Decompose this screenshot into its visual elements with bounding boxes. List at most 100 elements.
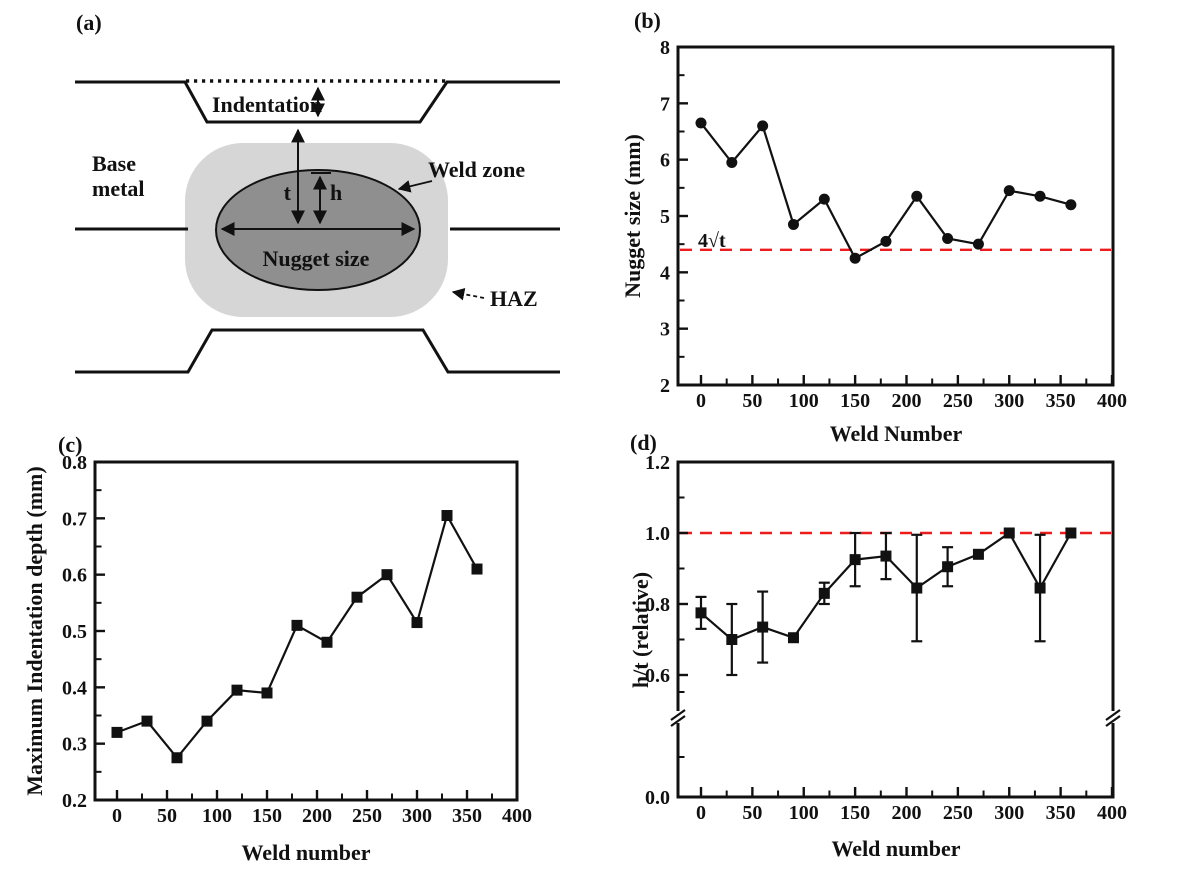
x-tick-label: 150: [840, 390, 870, 412]
data-point: [942, 233, 954, 245]
data-point: [695, 117, 707, 129]
y-tick-label: 1.0: [645, 523, 670, 545]
plot-frame: [676, 460, 1115, 799]
data-point: [695, 607, 707, 619]
data-point: [1065, 527, 1077, 539]
chart-panel-c-indentation-depth: 0 50 100 150 200 250 300 350 400 0.2 0.3 0.4 0.5 0.6 0…: [22, 432, 532, 865]
y-tick-label: 2: [660, 375, 670, 397]
x-tick-label: 200: [892, 802, 922, 824]
y-tick-label: 0.7: [62, 508, 87, 530]
data-point: [911, 582, 923, 594]
data-point: [321, 636, 333, 648]
plot-frame: [93, 460, 519, 802]
indentation-label: Indentation: [212, 92, 322, 117]
y-tick-label: 0.6: [62, 565, 87, 587]
penetration-h-label: h: [330, 180, 342, 205]
y-axis-title: Nugget size (mm): [620, 134, 645, 298]
x-tick-label: 50: [157, 805, 177, 827]
data-point: [880, 550, 892, 562]
data-point: [411, 617, 423, 629]
x-tick-label: 100: [789, 802, 819, 824]
data-point: [726, 156, 738, 168]
axis-break-gap: [675, 711, 681, 723]
bottom-sheet-outline: [75, 328, 560, 374]
data-point: [471, 563, 483, 575]
y-tick-label: 0.0: [645, 787, 670, 809]
data-point: [757, 120, 769, 132]
axis-break-gap: [1110, 711, 1116, 723]
y-tick-label: 3: [660, 319, 670, 341]
reference-line-label: 4√t: [698, 230, 726, 252]
panel-tag: (c): [58, 432, 82, 457]
base-metal-label-line1: Base: [92, 151, 136, 176]
y-tick-label: 4: [660, 262, 670, 284]
y-axis-title: Maximum Indentation depth (mm): [22, 466, 47, 795]
axis-break-mark: [670, 715, 686, 727]
haz-label: HAZ: [490, 286, 538, 311]
x-tick-label: 250: [352, 805, 382, 827]
panel-tag: (b): [634, 8, 661, 33]
x-axis-title: Weld number: [242, 840, 371, 865]
data-point: [787, 632, 799, 644]
y-axis-title: h/t (relative): [628, 572, 653, 688]
data-point: [351, 591, 363, 603]
y-tick-label: 0.2: [62, 790, 87, 812]
data-point: [441, 510, 453, 522]
x-tick-label: 150: [252, 805, 282, 827]
chart-panel-b-nugget-size: 4√t 0 50 100 150 200 250 300 350 400 2 3 4 5 6 7 8 Weld N…: [620, 8, 1127, 446]
x-tick-label: 400: [1097, 802, 1127, 824]
y-tick-label: 0.8: [645, 594, 670, 616]
weld-zone-arrow: [397, 180, 433, 193]
top-sheet-outline: [75, 80, 560, 124]
data-point: [849, 252, 861, 264]
data-point: [1034, 190, 1046, 202]
data-point: [111, 726, 123, 738]
y-tick-label: 0.5: [62, 621, 87, 643]
data-point: [1065, 199, 1077, 211]
data-point: [818, 193, 830, 205]
y-tick-label: 1.2: [645, 452, 670, 474]
x-tick-label: 200: [892, 390, 922, 412]
thickness-t-label: t: [284, 180, 292, 205]
x-tick-label: 50: [742, 802, 762, 824]
x-tick-label: 250: [943, 802, 973, 824]
data-point: [171, 752, 183, 764]
axis-break-mark: [1105, 715, 1121, 727]
data-point: [972, 548, 984, 560]
panel-a-tag: (a): [76, 10, 102, 35]
y-tick-label: 5: [660, 206, 670, 228]
x-tick-label: 300: [402, 805, 432, 827]
weld-zone-label: Weld zone: [428, 157, 525, 182]
x-tick-label: 0: [696, 802, 706, 824]
y-tick-label: 7: [660, 93, 670, 115]
data-point: [880, 235, 892, 247]
data-point: [972, 238, 984, 250]
y-tick-label: 6: [660, 150, 670, 172]
x-tick-label: 0: [112, 805, 122, 827]
data-point: [757, 621, 769, 633]
axis-break-mark: [1105, 709, 1121, 721]
chart-panel-d-ht-ratio: 0 50 100 150 200 250 300 350 400 0.0 0.6 0.8 1.0 1.2 W…: [628, 430, 1127, 861]
data-point: [261, 687, 273, 699]
data-point: [1003, 527, 1015, 539]
data-line: [116, 512, 478, 760]
x-tick-label: 300: [994, 390, 1024, 412]
x-tick-label: 400: [1097, 390, 1127, 412]
x-tick-label: 350: [1046, 802, 1076, 824]
data-point: [291, 619, 303, 631]
data-point: [1034, 582, 1046, 594]
data-point: [141, 715, 153, 727]
y-tick-label: 0.8: [62, 452, 87, 474]
x-tick-label: 0: [696, 390, 706, 412]
x-axis-title: Weld Number: [830, 421, 963, 446]
x-tick-label: 300: [994, 802, 1024, 824]
panel-tag: (d): [630, 430, 657, 455]
data-point: [201, 715, 213, 727]
plot-frame: [676, 45, 1115, 387]
data-point: [942, 561, 954, 573]
x-tick-label: 100: [789, 390, 819, 412]
x-tick-label: 250: [943, 390, 973, 412]
x-tick-label: 400: [502, 805, 532, 827]
x-tick-label: 50: [742, 390, 762, 412]
y-tick-label: 0.3: [62, 734, 87, 756]
